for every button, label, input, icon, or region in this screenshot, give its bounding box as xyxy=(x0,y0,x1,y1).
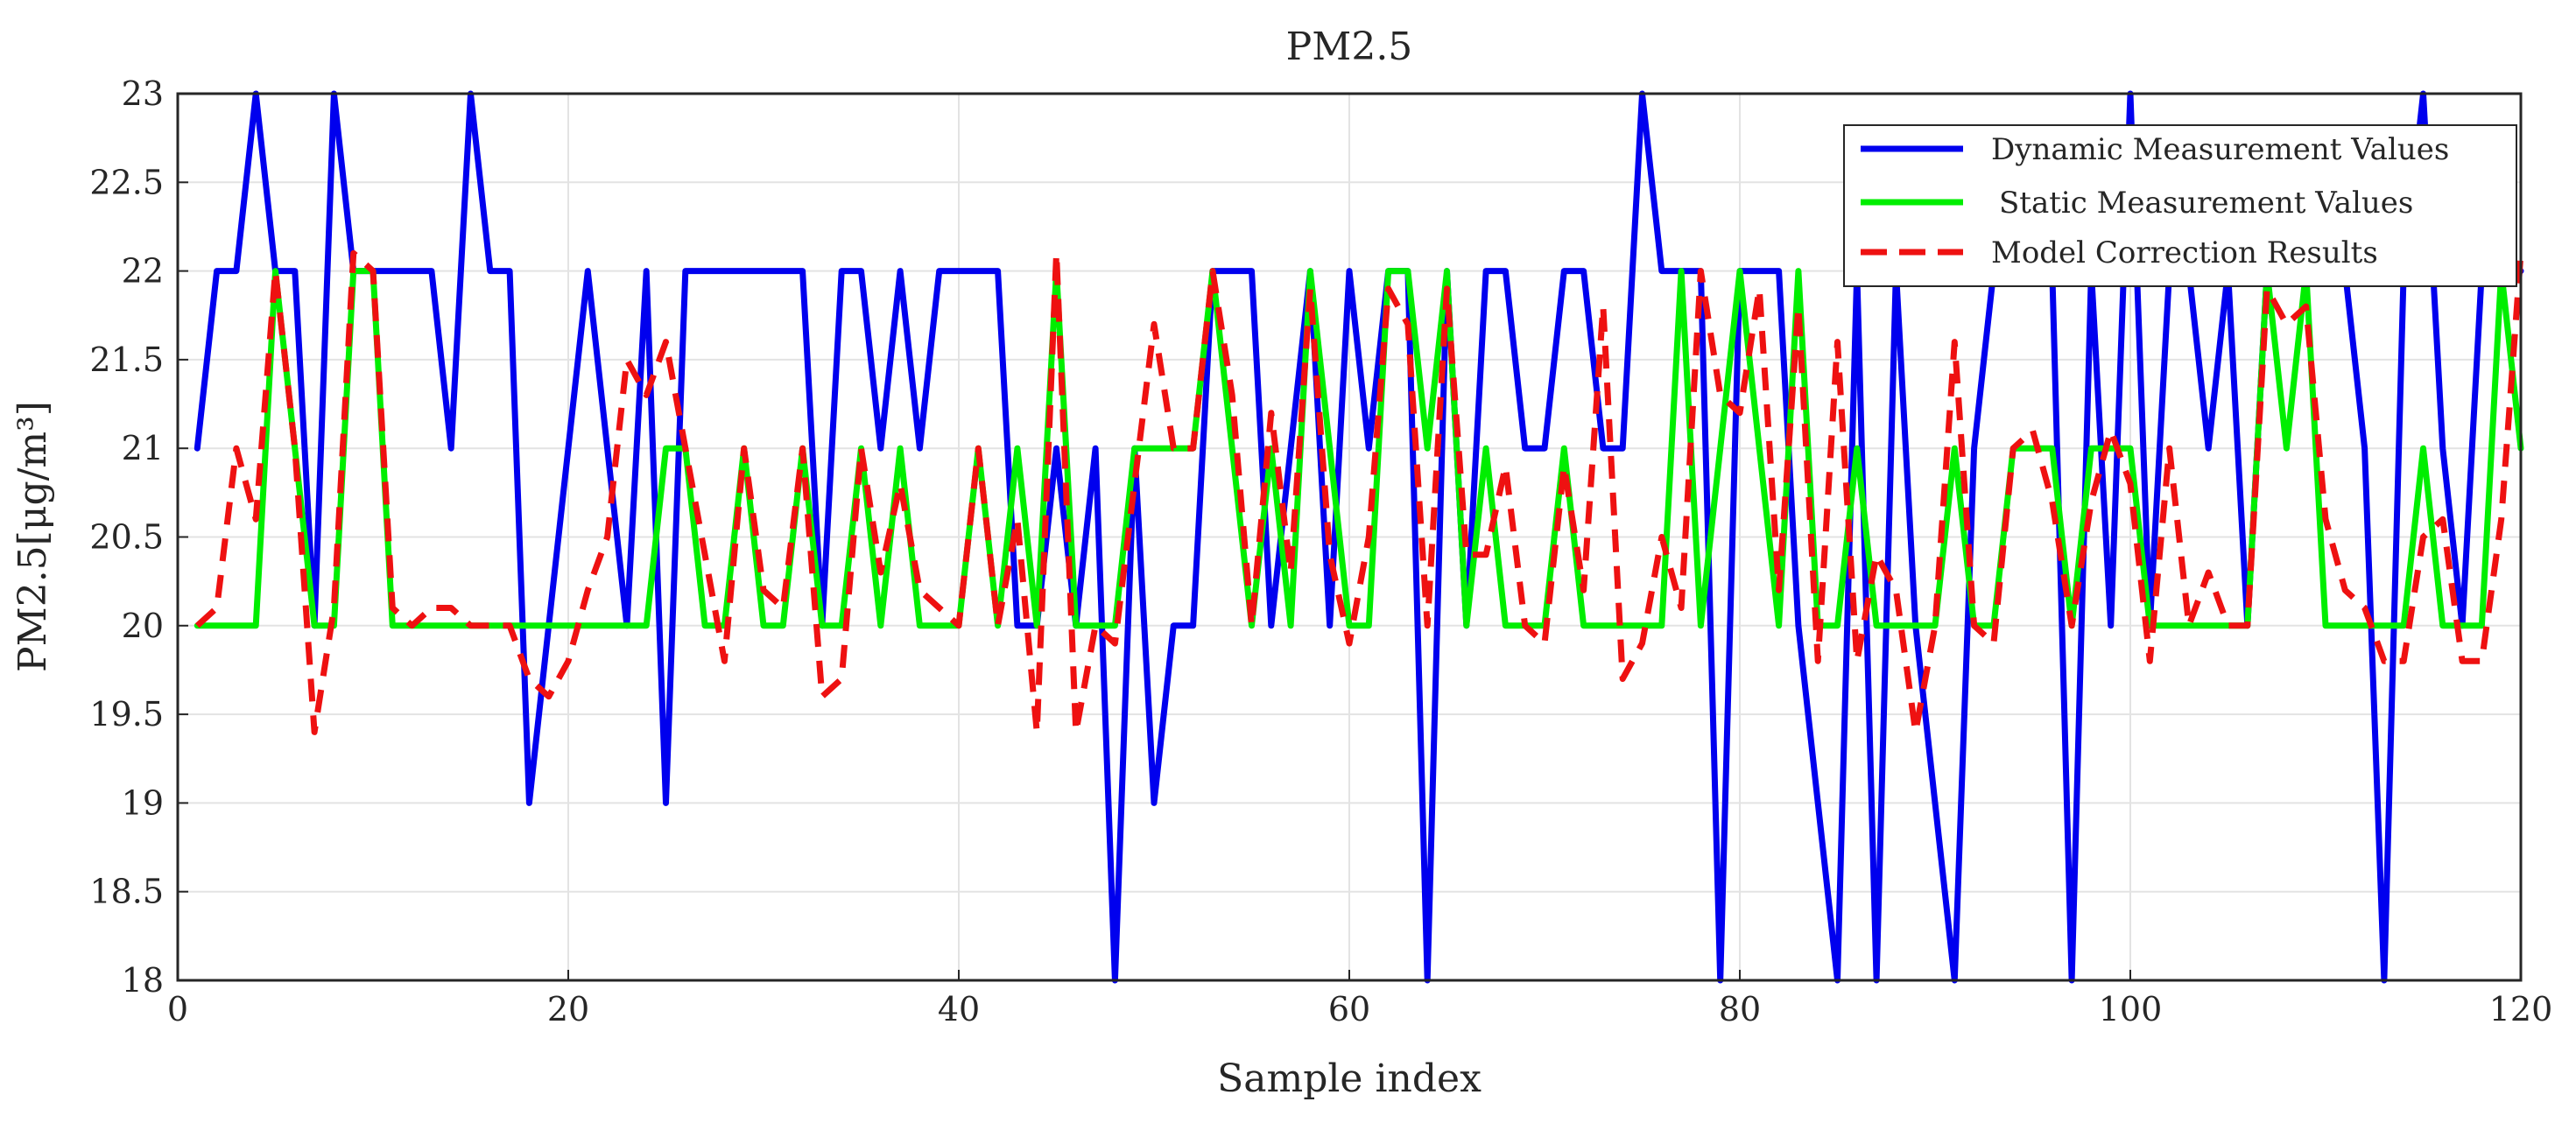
y-tick-label: 20 xyxy=(122,607,164,645)
x-tick-label: 120 xyxy=(2489,990,2553,1028)
x-tick-label: 0 xyxy=(167,990,188,1028)
y-tick-label: 22.5 xyxy=(89,163,164,201)
x-tick-label: 80 xyxy=(1719,990,1761,1028)
x-tick-label: 60 xyxy=(1328,990,1370,1028)
y-tick-label: 19 xyxy=(122,783,164,822)
legend-label-dynamic: Dynamic Measurement Values xyxy=(1991,132,2449,167)
x-axis-title: Sample index xyxy=(1217,1056,1482,1101)
legend-label-static: Static Measurement Values xyxy=(1999,186,2413,221)
y-tick-label: 21 xyxy=(122,429,164,467)
x-tick-label: 100 xyxy=(2099,990,2163,1028)
chart-title: PM2.5 xyxy=(1286,25,1413,69)
y-tick-label: 19.5 xyxy=(89,695,164,733)
x-tick-label: 20 xyxy=(547,990,589,1028)
legend: Dynamic Measurement Values Static Measur… xyxy=(1844,125,2516,286)
x-tick-label: 40 xyxy=(938,990,980,1028)
y-tick-label: 22 xyxy=(122,252,164,291)
legend-label-model: Model Correction Results xyxy=(1991,235,2378,270)
y-tick-label: 18 xyxy=(122,961,164,1000)
y-tick-label: 20.5 xyxy=(89,518,164,557)
y-tick-label: 21.5 xyxy=(89,340,164,379)
y-axis-title: PM2.5[μg/m³] xyxy=(11,401,55,672)
y-tick-label: 18.5 xyxy=(89,873,164,911)
pm25-line-chart: PM2.5 0 20 40 60 80 100 120 18 18.5 19 19.5 20 20.5 2… xyxy=(0,0,2576,1130)
y-tick-label: 23 xyxy=(122,74,164,113)
